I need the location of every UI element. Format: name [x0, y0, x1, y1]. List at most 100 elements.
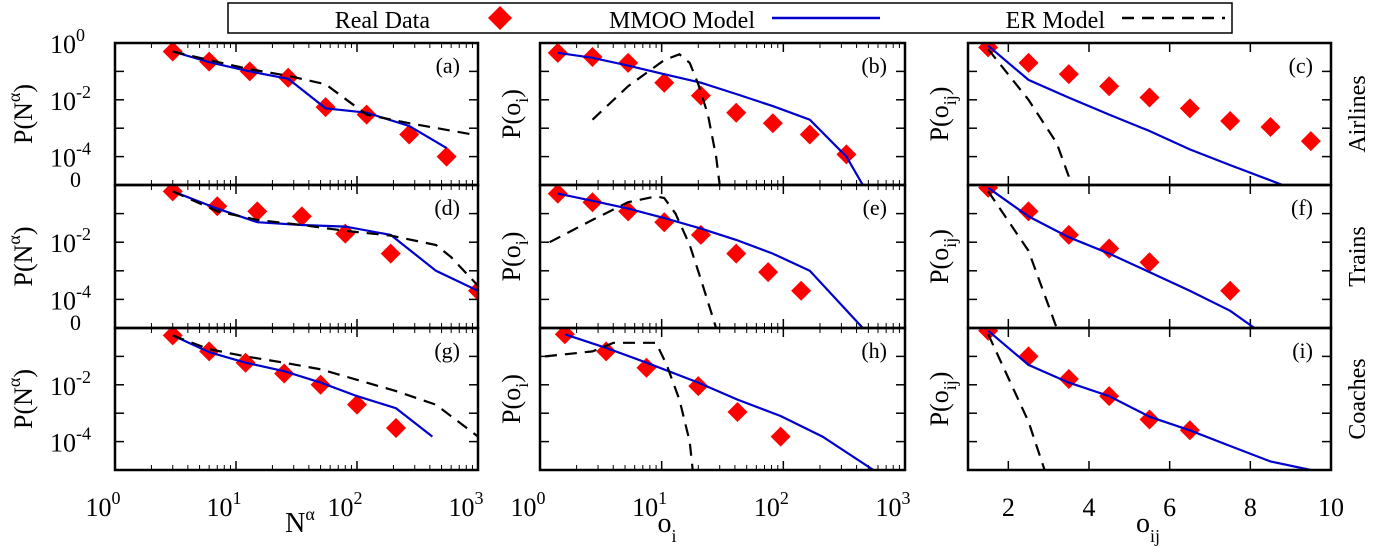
x-tick-label: 101: [632, 488, 667, 522]
real-data-point: [618, 201, 639, 222]
y-axis-label: P(Nα): [4, 369, 38, 429]
panel-h: (h): [538, 326, 907, 472]
panel-tag: (e): [863, 195, 887, 220]
real-data-point: [1018, 201, 1039, 222]
panel-e: (e): [538, 183, 907, 330]
x-tick-label: 100: [86, 488, 121, 522]
mmoo-model-line: [564, 333, 875, 470]
real-data-point: [468, 280, 478, 301]
y-axis-label: P(Nα): [4, 226, 38, 286]
panel-a: (a): [113, 41, 480, 187]
real-data-point: [247, 201, 268, 222]
real-data-point: [1179, 98, 1200, 119]
y-tick-label: 10-2: [50, 367, 91, 401]
panel-frame: [113, 183, 480, 330]
er-model-line: [549, 195, 718, 328]
real-data-point: [291, 206, 312, 227]
x-tick-label: 100: [511, 488, 546, 522]
x-tick-label: 2: [1002, 493, 1015, 522]
real-data-point: [654, 72, 675, 93]
row-label: Trains: [1345, 226, 1371, 286]
real-data-point: [1260, 117, 1281, 138]
y-tick-zero-label: 0: [70, 310, 81, 335]
er-model-line: [591, 53, 721, 185]
x-tick-label: 103: [449, 488, 484, 522]
x-axis-label: oi: [657, 508, 676, 546]
real-data-point: [1058, 224, 1079, 245]
y-axis-label: P(Nα): [4, 84, 38, 144]
x-axis-label: oij: [1136, 508, 1160, 546]
y-tick-label: 10-4: [50, 281, 91, 315]
x-tick-label: 102: [754, 488, 789, 522]
real-data-point: [380, 243, 401, 264]
er-model-line: [172, 190, 478, 287]
real-data-point: [347, 394, 367, 415]
real-data-point: [1018, 52, 1039, 73]
er-model-line: [172, 50, 473, 136]
y-tick-label: 10-4: [50, 424, 91, 458]
er-model-line: [544, 341, 694, 470]
plot-area: [162, 185, 478, 301]
real-data-point: [547, 43, 568, 63]
panel-frame: [966, 326, 1333, 472]
panel-frame: [113, 326, 480, 472]
real-data-point: [1099, 238, 1120, 259]
real-data-point: [836, 144, 857, 165]
real-data-point: [162, 185, 183, 202]
legend-diamond-icon: [488, 6, 512, 30]
y-tick-zero-label: 0: [70, 167, 81, 192]
er-model-line: [172, 334, 478, 438]
real-data-point: [385, 418, 406, 439]
mmoo-model-line: [172, 50, 448, 150]
real-data-point: [770, 426, 791, 447]
legend: Real Data MMOO Model ER Model: [227, 2, 1233, 34]
real-data-point: [1220, 280, 1241, 301]
real-data-point: [274, 363, 295, 384]
x-tick-label: 101: [207, 488, 242, 522]
y-axis-label: P(oi): [497, 232, 532, 282]
y-tick-label: 10-2: [50, 224, 91, 258]
real-data-point: [726, 102, 747, 123]
mmoo-model-line: [172, 334, 434, 438]
real-data-point: [1018, 346, 1039, 367]
plot-area: [162, 328, 478, 439]
plot-area: [978, 43, 1321, 185]
x-tick-label: 103: [876, 488, 911, 522]
panel-tag: (a): [436, 53, 460, 78]
real-data-point: [310, 374, 331, 395]
mmoo-model-line: [987, 44, 1283, 185]
plot-area: [978, 328, 1312, 470]
real-data-point: [162, 328, 183, 346]
real-data-point: [978, 43, 999, 58]
y-tick-label: 100: [50, 25, 85, 59]
panel-tag: (c): [1289, 53, 1313, 78]
real-data-point: [636, 357, 657, 378]
panel-tag: (d): [434, 195, 460, 220]
real-data-point: [547, 185, 568, 204]
real-data-point: [1099, 76, 1120, 97]
real-data-point: [690, 85, 711, 106]
plot-area: [547, 43, 864, 185]
er-model-line: [987, 190, 1058, 328]
x-axis-label: Nα: [285, 504, 315, 539]
panels: (a) (b) (c) (d) (e) (f) (g) (h) (i): [113, 41, 1333, 472]
legend-label-er-model: ER Model: [1006, 8, 1106, 34]
legend-label-real-data: Real Data: [335, 8, 431, 34]
y-tick-label: 10-2: [50, 82, 91, 116]
panel-g: (g): [113, 326, 480, 472]
real-data-point: [1139, 87, 1160, 108]
y-axis-label: P(oij): [925, 372, 960, 427]
panel-tag: (h): [861, 338, 887, 363]
panel-frame: [538, 326, 907, 472]
real-data-point: [554, 328, 575, 345]
y-axis-label: P(oi): [497, 89, 532, 139]
plot-area: [544, 328, 875, 470]
panel-frame: [113, 41, 480, 187]
real-data-point: [1300, 131, 1321, 152]
mmoo-model-line: [172, 190, 478, 292]
real-data-point: [436, 146, 457, 167]
panel-f: (f): [966, 183, 1333, 330]
real-data-point: [762, 113, 783, 134]
real-data-point: [726, 243, 747, 264]
y-axis-label: P(oij): [925, 87, 960, 142]
